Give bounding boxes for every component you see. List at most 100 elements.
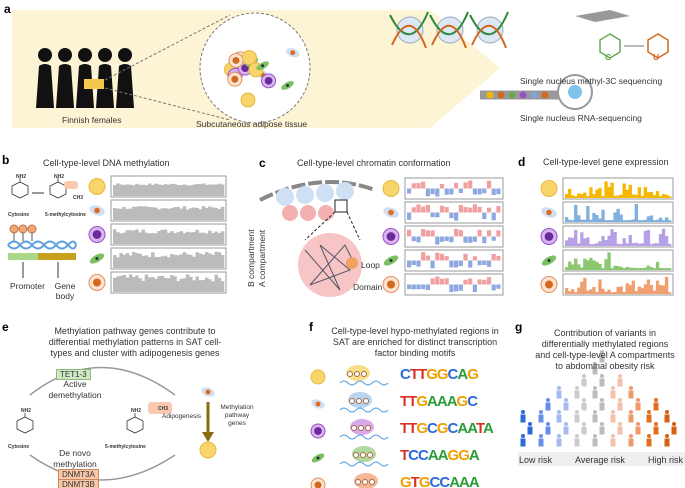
- adipocyte-icon: [540, 180, 558, 197]
- person-body-icon: [574, 438, 580, 447]
- person-body-icon: [581, 426, 587, 435]
- b-compartment-blob: [316, 184, 334, 202]
- methylation-bar: [192, 232, 196, 244]
- a-compartment-bar: [468, 207, 473, 213]
- a-compartment-bar: [411, 207, 416, 213]
- methylation-bar: [144, 255, 149, 268]
- expression-bar: [637, 187, 642, 198]
- motif-base: T: [409, 366, 419, 383]
- expression-bar: [643, 284, 648, 294]
- average-risk-label: Average risk: [575, 455, 625, 465]
- expression-bar: [610, 220, 614, 222]
- expression-bar: [631, 267, 635, 270]
- expression-bar: [658, 196, 663, 198]
- methylation-bar: [151, 252, 155, 268]
- cytosine-label: Cytosine: [8, 212, 30, 218]
- methylation-bar: [138, 278, 142, 292]
- methylation-bar: [135, 183, 139, 196]
- expression-bar: [619, 194, 623, 198]
- panel-e-title: Methylation pathway genes contribute to …: [20, 326, 250, 359]
- expression-bar: [664, 217, 669, 222]
- motif-base: T: [408, 420, 417, 437]
- person-head-icon: [564, 398, 568, 402]
- person-body-icon: [556, 414, 562, 423]
- methylation-bar: [208, 206, 212, 220]
- methylation-bar: [163, 255, 168, 268]
- nucleosome-icon: [476, 16, 504, 44]
- methylation-bar: [163, 277, 168, 292]
- b-compartment-blob: [296, 186, 314, 204]
- droplet: [541, 91, 549, 99]
- motif-base: G: [436, 420, 449, 437]
- methylation-bar: [195, 184, 199, 196]
- expression-bar: [595, 243, 599, 246]
- methylation-bar: [116, 257, 120, 268]
- methyl-highlight: [64, 181, 78, 189]
- arrowhead: [202, 432, 214, 442]
- expression-bar: [598, 218, 602, 222]
- b-compartment-bar: [472, 188, 477, 195]
- b-compartment-bar: [444, 188, 449, 195]
- person-body-icon: [581, 402, 587, 411]
- text-line: Active: [63, 379, 87, 389]
- expression-bar: [637, 220, 642, 222]
- loop-anchor: [346, 257, 358, 269]
- person-head-icon: [600, 422, 604, 426]
- methylation-bar: [185, 254, 190, 268]
- panel-f-label: f: [309, 320, 313, 334]
- dna-helix: [339, 461, 389, 467]
- promoter-label: Promoter: [10, 281, 45, 291]
- text-line: Methylation: [220, 404, 254, 411]
- expression-bar: [652, 220, 657, 222]
- expression-bar: [640, 196, 645, 198]
- tissue-label: Subcutaneous adipose tissue: [196, 119, 308, 129]
- methylation-bar: [151, 207, 155, 220]
- methylation-bar: [122, 206, 126, 220]
- methylation-bar: [166, 208, 171, 220]
- expression-bar: [601, 288, 605, 294]
- a-compartment-bar: [416, 182, 421, 189]
- de-novo-label: De novo methylation: [45, 448, 105, 470]
- methylation-bar: [192, 207, 196, 220]
- expression-bar: [577, 243, 581, 246]
- methylation-bar: [147, 206, 152, 220]
- b-compartment-bar: [416, 236, 421, 243]
- a-compartment-bar: [472, 204, 477, 213]
- methyl-site: [369, 479, 375, 485]
- methylation-bar: [138, 232, 142, 244]
- expression-bar: [565, 267, 569, 270]
- b-compartment-bar: [430, 212, 435, 218]
- expression-bar: [661, 220, 666, 222]
- expression-bar: [589, 187, 593, 198]
- a-compartment-blob: [318, 205, 334, 221]
- dna-helix: [339, 407, 389, 413]
- nucleus: [314, 481, 322, 488]
- methylation-bar: [208, 279, 212, 292]
- expression-bar: [619, 214, 623, 222]
- nucleus: [290, 50, 296, 56]
- tet-gene-box: TET1-3: [56, 369, 91, 380]
- expression-bar: [568, 237, 572, 246]
- b-compartment-bar: [468, 260, 473, 268]
- expression-bar: [622, 183, 626, 198]
- expression-bar: [625, 266, 629, 270]
- person-head-icon: [575, 434, 579, 438]
- expression-bar: [628, 184, 632, 198]
- a-compartment-bar: [439, 205, 445, 213]
- methylation-bar: [132, 206, 136, 220]
- nucleus: [264, 76, 273, 85]
- expression-bar: [664, 276, 669, 294]
- methylation-bar: [204, 184, 209, 196]
- person-head-icon: [618, 422, 622, 426]
- methylation-bar: [217, 232, 222, 244]
- motif-base: T: [408, 393, 417, 410]
- methylation-bar: [179, 254, 184, 268]
- sequencer-chip-icon: [575, 10, 630, 22]
- panel-b-title: Cell-type-level DNA methylation: [43, 158, 170, 168]
- b-compartment-bar: [444, 236, 449, 241]
- expression-bar: [667, 196, 672, 198]
- methylation-bar: [176, 281, 180, 292]
- expression-bar: [568, 291, 572, 294]
- expression-bar: [592, 194, 596, 198]
- text-line: demethylation: [48, 390, 102, 400]
